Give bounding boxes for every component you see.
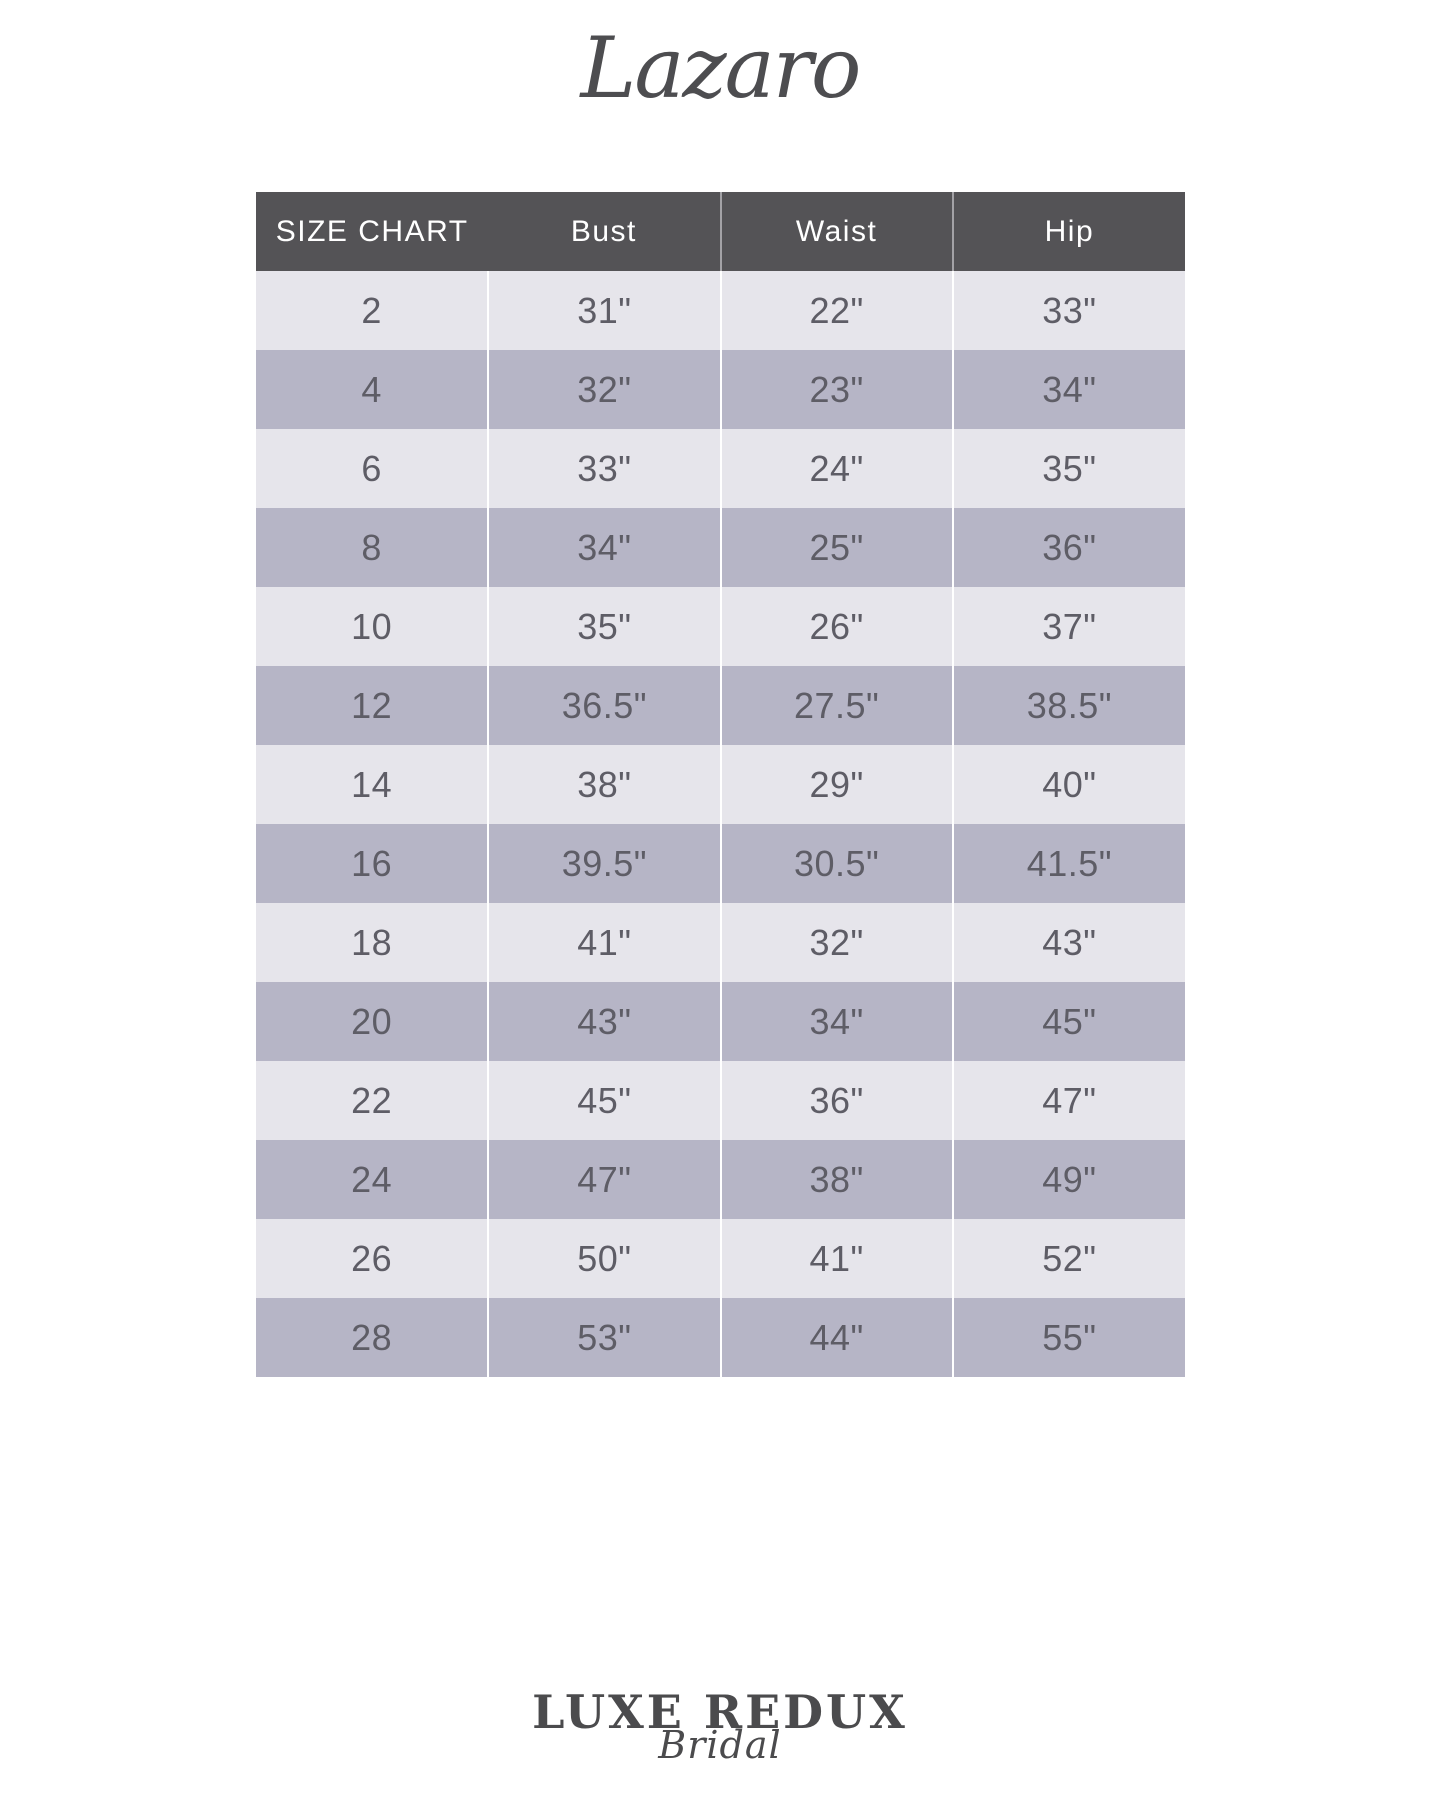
cell-bust: 43"	[487, 982, 721, 1061]
cell-size: 26	[256, 1219, 489, 1298]
cell-bust: 35"	[487, 587, 721, 666]
cell-waist: 41"	[719, 1219, 953, 1298]
cell-size: 22	[256, 1061, 489, 1140]
cell-hip: 40"	[951, 745, 1185, 824]
cell-waist: 38"	[719, 1140, 953, 1219]
cell-bust: 31"	[487, 271, 721, 350]
size-chart-table: SIZE CHART Bust Waist Hip 2 31" 22" 33" 4 32"…	[256, 192, 1185, 1377]
lazaro-script-logo: Lazaro	[580, 19, 862, 117]
cell-waist: 25"	[719, 508, 953, 587]
cell-bust: 39.5"	[487, 824, 721, 903]
header-hip: Hip	[951, 192, 1185, 271]
header-waist: Waist	[719, 192, 953, 271]
header-bust: Bust	[488, 192, 721, 271]
table-row: 2 31" 22" 33"	[256, 271, 1185, 350]
cell-hip: 36"	[951, 508, 1185, 587]
table-row: 24 47" 38" 49"	[256, 1140, 1185, 1219]
bridal-script-text: Bridal	[658, 1723, 782, 1768]
table-row: 26 50" 41" 52"	[256, 1219, 1185, 1298]
cell-hip: 35"	[951, 429, 1185, 508]
cell-waist: 24"	[719, 429, 953, 508]
cell-size: 20	[256, 982, 489, 1061]
cell-size: 24	[256, 1140, 489, 1219]
luxe-redux-bridal-logo: LUXE REDUX Bridal	[0, 1685, 1440, 1768]
cell-size: 16	[256, 824, 489, 903]
cell-bust: 33"	[487, 429, 721, 508]
table-row: 6 33" 24" 35"	[256, 429, 1185, 508]
cell-hip: 38.5"	[951, 666, 1185, 745]
cell-waist: 30.5"	[719, 824, 953, 903]
cell-waist: 44"	[719, 1298, 953, 1377]
cell-size: 14	[256, 745, 489, 824]
cell-waist: 23"	[719, 350, 953, 429]
cell-waist: 34"	[719, 982, 953, 1061]
cell-waist: 27.5"	[719, 666, 953, 745]
table-row: 14 38" 29" 40"	[256, 745, 1185, 824]
cell-size: 28	[256, 1298, 489, 1377]
cell-size: 10	[256, 587, 489, 666]
cell-size: 4	[256, 350, 489, 429]
cell-bust: 36.5"	[487, 666, 721, 745]
cell-bust: 53"	[487, 1298, 721, 1377]
cell-size: 18	[256, 903, 489, 982]
cell-hip: 33"	[951, 271, 1185, 350]
table-row: 28 53" 44" 55"	[256, 1298, 1185, 1377]
cell-bust: 45"	[487, 1061, 721, 1140]
table-row: 20 43" 34" 45"	[256, 982, 1185, 1061]
cell-bust: 41"	[487, 903, 721, 982]
cell-hip: 37"	[951, 587, 1185, 666]
table-row: 4 32" 23" 34"	[256, 350, 1185, 429]
table-row: 16 39.5" 30.5" 41.5"	[256, 824, 1185, 903]
cell-hip: 41.5"	[951, 824, 1185, 903]
cell-bust: 50"	[487, 1219, 721, 1298]
table-row: 10 35" 26" 37"	[256, 587, 1185, 666]
table-row: 8 34" 25" 36"	[256, 508, 1185, 587]
cell-waist: 22"	[719, 271, 953, 350]
cell-waist: 29"	[719, 745, 953, 824]
cell-hip: 45"	[951, 982, 1185, 1061]
header-size-chart: SIZE CHART	[256, 192, 489, 271]
cell-bust: 38"	[487, 745, 721, 824]
cell-hip: 52"	[951, 1219, 1185, 1298]
cell-bust: 32"	[487, 350, 721, 429]
cell-hip: 55"	[951, 1298, 1185, 1377]
luxe-redux-wordmark: LUXE REDUX	[532, 1685, 908, 1739]
cell-waist: 26"	[719, 587, 953, 666]
cell-size: 12	[256, 666, 489, 745]
cell-bust: 47"	[487, 1140, 721, 1219]
size-table-body: 2 31" 22" 33" 4 32" 23" 34" 6 33" 24" 35" 8 34" 25" 36"…	[256, 271, 1185, 1377]
cell-hip: 47"	[951, 1061, 1185, 1140]
table-row: 22 45" 36" 47"	[256, 1061, 1185, 1140]
cell-waist: 36"	[719, 1061, 953, 1140]
cell-size: 8	[256, 508, 489, 587]
cell-hip: 43"	[951, 903, 1185, 982]
table-header-row: SIZE CHART Bust Waist Hip	[256, 192, 1185, 271]
cell-bust: 34"	[487, 508, 721, 587]
cell-hip: 49"	[951, 1140, 1185, 1219]
table-row: 12 36.5" 27.5" 38.5"	[256, 666, 1185, 745]
cell-size: 6	[256, 429, 489, 508]
cell-waist: 32"	[719, 903, 953, 982]
cell-hip: 34"	[951, 350, 1185, 429]
cell-size: 2	[256, 271, 489, 350]
table-row: 18 41" 32" 43"	[256, 903, 1185, 982]
